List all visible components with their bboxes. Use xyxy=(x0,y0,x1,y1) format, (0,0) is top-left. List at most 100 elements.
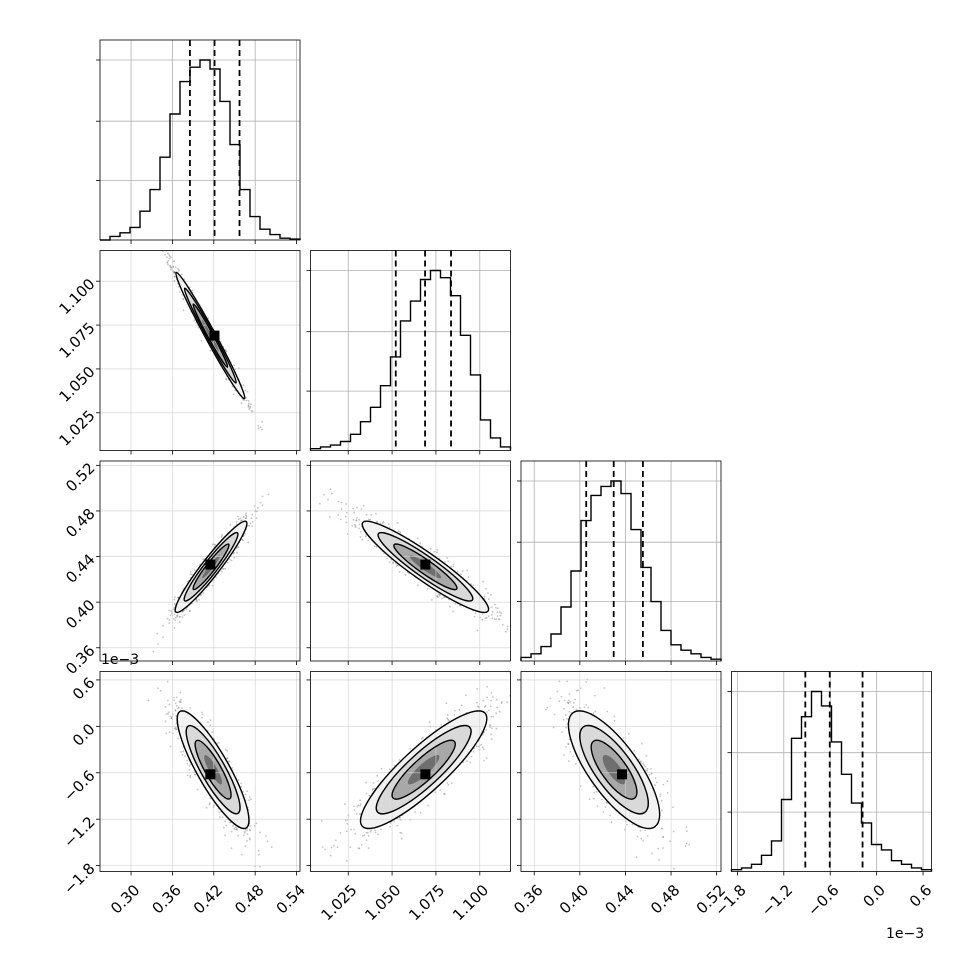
scatter-point xyxy=(382,520,385,523)
scatter-point xyxy=(211,584,214,587)
scatter-point xyxy=(356,506,358,509)
scatter-point xyxy=(246,839,248,842)
scatter-point xyxy=(226,757,228,759)
scatter-point xyxy=(225,377,228,380)
scatter-point xyxy=(446,557,449,559)
scatter-point xyxy=(208,803,211,806)
scatter-point xyxy=(168,253,170,256)
scatter-point xyxy=(458,709,461,711)
scatter-point xyxy=(490,692,493,694)
scatter-point xyxy=(340,501,343,504)
scatter-point xyxy=(244,517,247,520)
scatter-point xyxy=(221,816,224,819)
scatter-point xyxy=(352,518,355,521)
scatter-point xyxy=(220,570,223,573)
scatter-point xyxy=(323,493,325,496)
scatter-point xyxy=(244,389,247,392)
scatter-point xyxy=(491,617,494,619)
scatter-point xyxy=(242,539,244,542)
scatter-point xyxy=(191,573,194,576)
scatter-point xyxy=(159,689,162,692)
scatter-point xyxy=(174,616,177,619)
scatter-point xyxy=(427,804,430,807)
scatter-point xyxy=(251,521,254,523)
scatter-point xyxy=(226,757,229,760)
scatter-point xyxy=(230,830,233,833)
scatter-point xyxy=(173,271,176,274)
scatter-point xyxy=(240,853,243,856)
scatter-point xyxy=(244,845,247,848)
scatter-point xyxy=(167,263,170,266)
scatter-point xyxy=(444,561,446,563)
scatter-point xyxy=(261,495,264,498)
scatter-point xyxy=(173,613,176,616)
scatter-point xyxy=(495,607,497,609)
scatter-point xyxy=(164,720,167,723)
scatter-point xyxy=(205,806,208,809)
scatter-point xyxy=(245,517,248,520)
scatter-point xyxy=(181,293,184,296)
scatter-point xyxy=(493,618,496,620)
scatter-point xyxy=(166,256,168,258)
scatter-point xyxy=(224,748,227,751)
scatter-point xyxy=(368,794,371,797)
scatter-point xyxy=(233,364,235,367)
scatter-point xyxy=(245,512,248,515)
scatter-point xyxy=(162,624,165,627)
scatter-point xyxy=(358,523,361,526)
scatter-point xyxy=(500,702,503,704)
scatter-point xyxy=(209,797,212,800)
scatter-point xyxy=(381,522,384,524)
scatter-point xyxy=(176,614,179,616)
scatter-point xyxy=(216,742,219,745)
scatter-point xyxy=(465,694,467,697)
scatter-point xyxy=(174,602,176,605)
scatter-point xyxy=(186,762,189,765)
scatter-point xyxy=(250,410,253,412)
scatter-point xyxy=(168,731,171,733)
scatter-point xyxy=(222,568,224,570)
scatter-point xyxy=(177,271,180,273)
scatter-point xyxy=(345,860,348,862)
scatter-point xyxy=(224,349,227,352)
scatter-point xyxy=(504,630,507,633)
scatter-point xyxy=(195,600,198,602)
scatter-point xyxy=(166,617,169,620)
scatter-point xyxy=(225,350,228,353)
scatter-point xyxy=(247,402,250,405)
scatter-point xyxy=(234,826,237,829)
scatter-point xyxy=(168,711,170,714)
scatter-point xyxy=(255,822,258,825)
scatter-point xyxy=(365,792,368,795)
scatter-point xyxy=(499,611,501,613)
scatter-point xyxy=(245,515,248,518)
scatter-point xyxy=(184,755,187,757)
scatter-point xyxy=(238,518,240,521)
scatter-point xyxy=(173,260,176,263)
scatter-point xyxy=(230,559,233,562)
scatter-point xyxy=(173,271,175,274)
scatter-point xyxy=(224,834,227,837)
scatter-point xyxy=(497,618,500,621)
scatter-point xyxy=(240,402,243,405)
scatter-point xyxy=(243,831,246,834)
scatter-point xyxy=(211,543,214,546)
scatter-point xyxy=(228,760,231,763)
scatter-point xyxy=(174,596,176,599)
scatter-point xyxy=(218,741,221,744)
scatter-point xyxy=(251,513,254,516)
scatter-point xyxy=(319,502,321,505)
scatter-point xyxy=(450,565,452,568)
scatter-point xyxy=(259,501,262,504)
scatter-point xyxy=(240,785,243,788)
scatter-point xyxy=(357,847,360,849)
scatter-point xyxy=(183,278,186,281)
scatter-point xyxy=(221,534,223,536)
scatter-point xyxy=(232,825,234,827)
scatter-point xyxy=(491,610,494,613)
scatter-point xyxy=(375,545,378,548)
scatter-point xyxy=(222,826,225,829)
scatter-point xyxy=(198,599,201,601)
scatter-point xyxy=(248,837,251,840)
scatter-point xyxy=(367,539,370,542)
